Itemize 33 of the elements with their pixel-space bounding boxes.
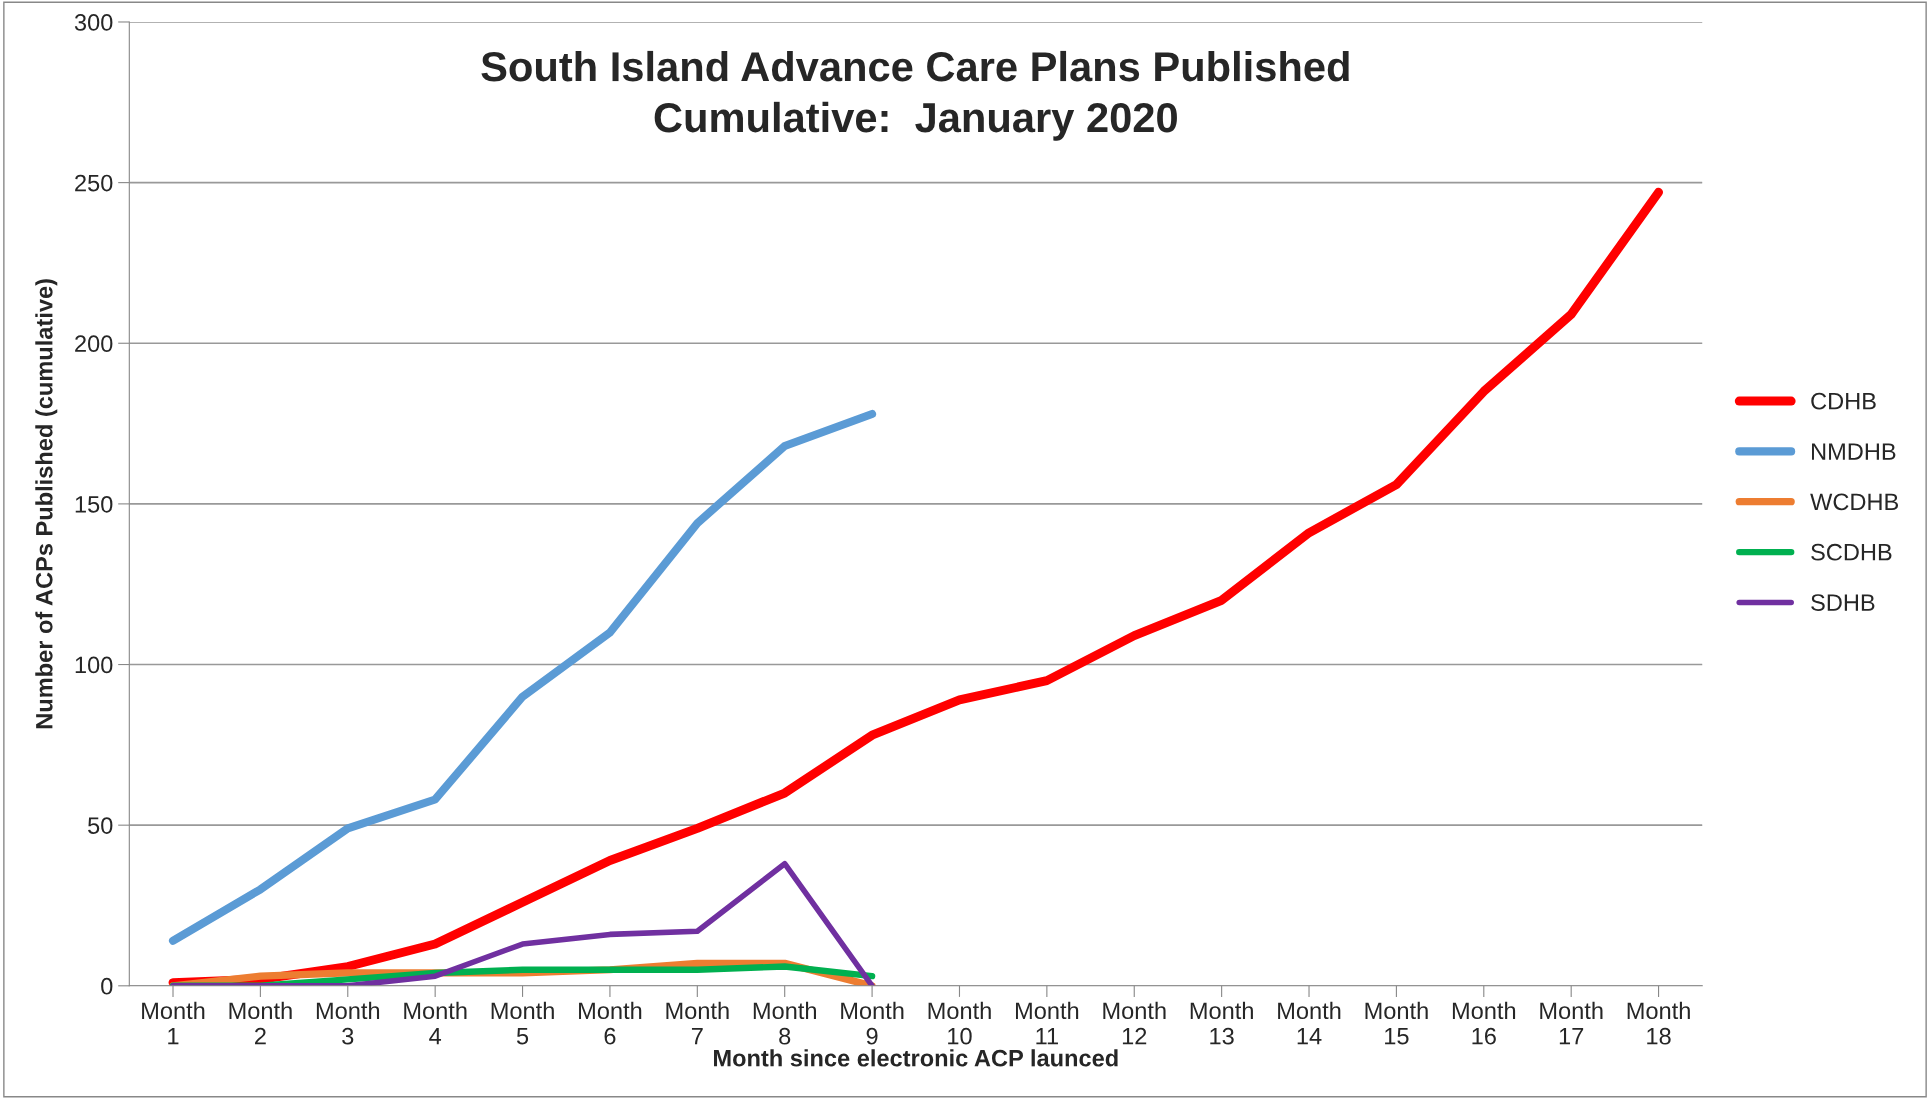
y-tick-label: 150 [75, 495, 113, 513]
legend-label: SDHB [1811, 594, 1875, 611]
legend-label: NMDHB [1812, 443, 1896, 460]
x-tick-label: Month 1 [142, 1001, 205, 1045]
legend-label: SCDHB [1811, 543, 1892, 561]
x-tick-label: Month 6 [579, 1001, 642, 1045]
legend-label: WCDHB [1810, 493, 1899, 511]
y-tick-label: 200 [75, 335, 113, 353]
x-axis-title: Month since electronic ACP launced [714, 1049, 1118, 1067]
y-tick-label: 100 [75, 656, 113, 674]
x-tick-label: Month 11 [1015, 1001, 1079, 1045]
x-tick-label: Month 16 [1452, 1001, 1516, 1045]
x-tick-label: Month 14 [1278, 1001, 1341, 1045]
y-axis-title: Number of ACPs Published (cumulative) [35, 279, 58, 729]
legend-label: CDHB [1811, 392, 1876, 410]
x-tick-label: Month 15 [1365, 1001, 1428, 1045]
y-tick-label: 50 [88, 817, 113, 834]
x-tick-label: Month 2 [229, 1001, 292, 1045]
x-tick-label: Month 12 [1103, 1001, 1166, 1045]
x-tick-label: Month 5 [491, 1001, 554, 1045]
y-tick-label: 250 [75, 174, 113, 192]
x-tick-label: Month 17 [1540, 1001, 1603, 1045]
y-tick-label: 300 [74, 14, 113, 31]
y-tick-label: 0 [101, 977, 113, 995]
x-tick-label: Month 10 [928, 1001, 991, 1045]
x-tick-label: Month 8 [753, 1001, 816, 1045]
x-tick-label: Month 7 [666, 1001, 729, 1045]
x-tick-label: Month 9 [841, 1001, 904, 1045]
x-tick-label: Month 3 [316, 1001, 380, 1045]
text: South Island Advance Care Plans Published Cumulative: January 2020 [481, 50, 1349, 141]
x-tick-label: Month 13 [1190, 1001, 1253, 1045]
x-tick-label: Month 4 [404, 1001, 467, 1045]
x-tick-label: Month 18 [1627, 1001, 1690, 1045]
